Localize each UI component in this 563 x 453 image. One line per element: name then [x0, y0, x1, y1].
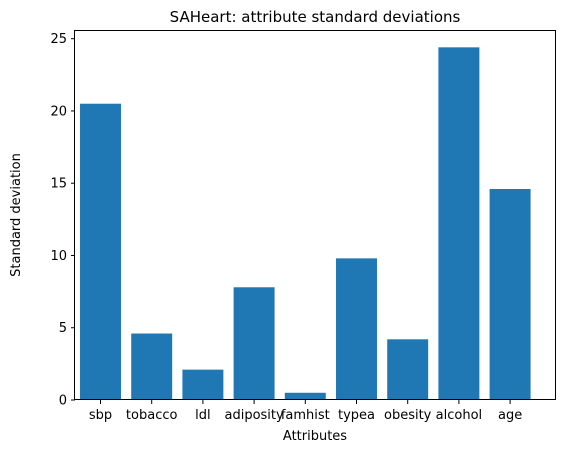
bars-group: [80, 47, 531, 401]
bar-sbp: [80, 103, 121, 401]
x-tick-label: ldl: [195, 408, 210, 423]
x-tick-label: obesity: [384, 408, 432, 423]
y-tick-label: 20: [50, 104, 67, 119]
x-tick-label: famhist: [281, 408, 330, 423]
x-tick-label: tobacco: [126, 408, 178, 423]
x-tick-label: alcohol: [436, 408, 482, 423]
y-tick-label: 10: [50, 249, 67, 264]
y-axis-title: Standard deviation: [9, 153, 24, 277]
bar-tobacco: [131, 333, 173, 400]
y-tick-label: 15: [50, 177, 67, 192]
bar-ldl: [182, 369, 224, 400]
bar-famhist: [284, 392, 326, 400]
bar-typea: [336, 258, 377, 400]
bar-adiposity: [233, 287, 275, 400]
bar-age: [489, 188, 531, 400]
y-tick-label: 25: [50, 32, 67, 47]
x-tick-label: typea: [338, 408, 375, 423]
y-axis-ticks: 0 5 10 15 20 25: [50, 32, 75, 409]
x-tick-label: adiposity: [224, 408, 284, 423]
bar-alcohol: [438, 47, 480, 401]
bar-obesity: [387, 339, 429, 400]
y-tick-label: 5: [59, 321, 67, 336]
y-tick-label: 0: [59, 394, 67, 409]
x-tick-label: age: [498, 408, 522, 423]
x-tick-label: sbp: [89, 408, 112, 423]
plot-frame: [74, 30, 556, 400]
chart-title: SAHeart: attribute standard deviations: [170, 8, 461, 26]
x-axis-title: Attributes: [283, 429, 347, 444]
